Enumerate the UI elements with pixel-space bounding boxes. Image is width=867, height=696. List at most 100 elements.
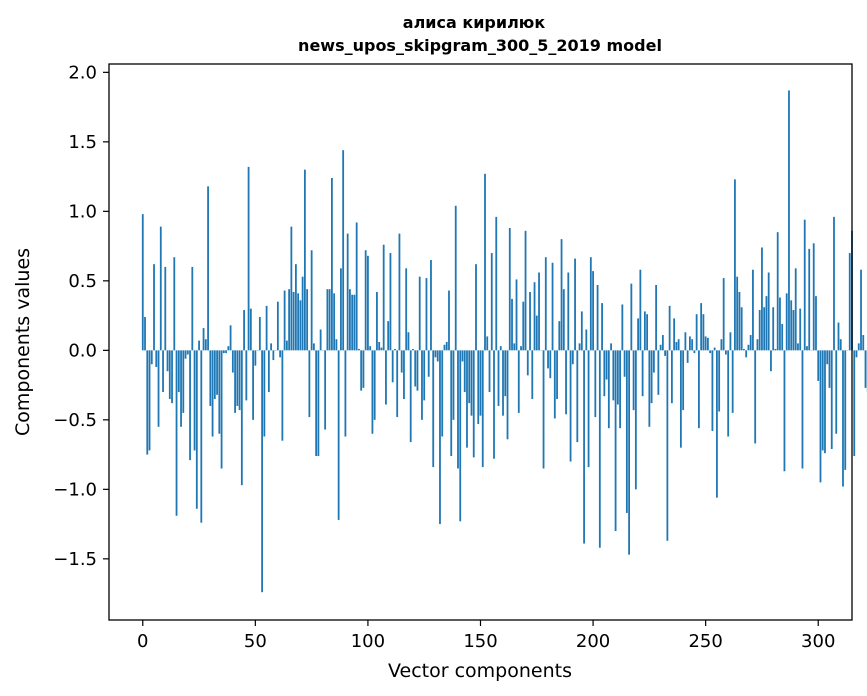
bar bbox=[783, 350, 786, 472]
bar bbox=[605, 350, 608, 380]
bar bbox=[544, 257, 547, 351]
chart-title-line2: news_upos_skipgram_300_5_2019 model bbox=[298, 36, 662, 55]
bar bbox=[522, 301, 525, 351]
bar bbox=[398, 233, 401, 351]
bar bbox=[700, 303, 703, 351]
bar bbox=[168, 350, 171, 399]
bar bbox=[443, 344, 446, 351]
bar bbox=[285, 340, 288, 351]
bar bbox=[684, 332, 687, 351]
bar bbox=[673, 318, 676, 351]
bar bbox=[227, 346, 230, 351]
bar bbox=[162, 350, 164, 393]
bar bbox=[702, 314, 705, 351]
bar bbox=[517, 350, 520, 413]
bar bbox=[794, 268, 797, 351]
bar bbox=[709, 350, 712, 354]
bar bbox=[792, 310, 795, 351]
bar bbox=[542, 350, 545, 469]
bar bbox=[387, 321, 390, 351]
bar bbox=[675, 342, 678, 351]
bar bbox=[340, 268, 342, 351]
bar bbox=[146, 350, 149, 455]
bar bbox=[743, 348, 745, 351]
bar bbox=[837, 322, 840, 351]
bar bbox=[362, 350, 365, 388]
bar bbox=[144, 316, 146, 351]
bar bbox=[333, 293, 336, 351]
y-tick-label: −1.0 bbox=[53, 479, 97, 500]
bar bbox=[623, 350, 626, 377]
bar bbox=[479, 350, 482, 416]
bar bbox=[824, 350, 826, 454]
bar bbox=[155, 350, 158, 368]
bar bbox=[258, 316, 261, 351]
y-tick-label: 0.0 bbox=[68, 340, 97, 361]
bar bbox=[414, 350, 417, 387]
bar bbox=[416, 350, 419, 391]
bar bbox=[306, 289, 309, 351]
bar bbox=[659, 344, 662, 351]
bar bbox=[475, 264, 477, 351]
x-tick-label: 100 bbox=[351, 631, 385, 652]
bar bbox=[380, 347, 383, 351]
bar bbox=[725, 350, 727, 355]
bar bbox=[245, 350, 248, 401]
bar bbox=[643, 311, 646, 351]
bar bbox=[587, 350, 590, 468]
bar bbox=[317, 350, 320, 456]
y-tick-label: 2.0 bbox=[68, 62, 97, 83]
bar bbox=[303, 169, 306, 351]
bar bbox=[718, 350, 721, 412]
bar bbox=[441, 350, 444, 437]
bar bbox=[324, 350, 327, 430]
bar bbox=[682, 350, 685, 411]
bar bbox=[722, 278, 725, 351]
bar bbox=[265, 305, 268, 351]
x-tick-label: 250 bbox=[688, 631, 722, 652]
bar bbox=[583, 350, 585, 544]
bar bbox=[204, 339, 207, 351]
bar bbox=[436, 350, 439, 362]
bar bbox=[520, 346, 522, 351]
bar bbox=[400, 350, 403, 373]
bar bbox=[189, 350, 191, 461]
x-tick-label: 150 bbox=[463, 631, 497, 652]
bar bbox=[736, 276, 739, 351]
bar bbox=[734, 179, 736, 351]
bar bbox=[848, 253, 851, 351]
bar bbox=[713, 347, 716, 351]
bar bbox=[508, 228, 511, 351]
bar bbox=[225, 350, 227, 354]
bar bbox=[752, 269, 754, 351]
bar bbox=[171, 350, 173, 404]
bar bbox=[506, 350, 509, 440]
bar bbox=[261, 350, 263, 593]
bar bbox=[240, 350, 243, 486]
bar bbox=[569, 350, 572, 462]
bar bbox=[553, 350, 556, 419]
bar bbox=[630, 283, 633, 351]
bar bbox=[614, 350, 617, 532]
bar bbox=[328, 289, 331, 351]
bar bbox=[477, 350, 480, 425]
x-tick-label: 200 bbox=[576, 631, 610, 652]
bar bbox=[812, 243, 815, 351]
bar bbox=[213, 350, 216, 399]
bar bbox=[648, 350, 651, 427]
bar bbox=[236, 350, 239, 406]
bar bbox=[664, 350, 667, 356]
bar bbox=[711, 350, 714, 431]
bar bbox=[468, 350, 471, 404]
bar bbox=[461, 350, 464, 362]
bar bbox=[376, 291, 378, 351]
bar bbox=[641, 350, 644, 397]
bar bbox=[198, 340, 200, 351]
chart-title-line1: алиса кирилюк bbox=[403, 13, 546, 32]
bar bbox=[799, 308, 802, 351]
bar bbox=[276, 301, 279, 351]
y-axis-label: Components values bbox=[12, 248, 34, 436]
bar bbox=[601, 303, 603, 351]
bar bbox=[450, 350, 453, 456]
x-axis-label: Vector components bbox=[388, 660, 572, 682]
